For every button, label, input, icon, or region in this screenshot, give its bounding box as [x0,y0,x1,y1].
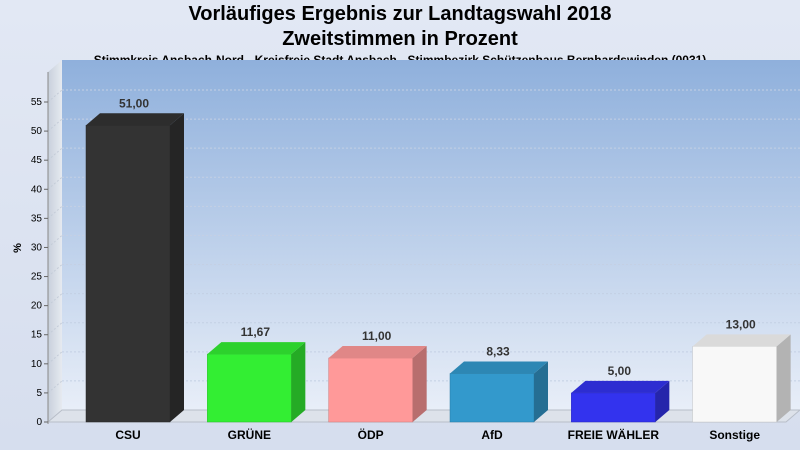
data-label: 13,00 [726,317,756,331]
bar-front [207,353,292,423]
y-tick-label: 5 [36,388,42,399]
bar-side [776,334,791,422]
y-tick-label: 10 [31,359,43,370]
y-tick-label: 0 [36,417,42,428]
bar-front [85,125,171,423]
y-tick-label: 30 [31,242,43,253]
bar-side [534,361,548,422]
x-axis: CSU GRÜNE ÖDP AfD FREIE WÄHLER Sonstige [115,427,760,442]
chart-title-line2: Zweitstimmen in Prozent [282,28,518,50]
bar-side [412,346,427,422]
y-tick-label: 40 [31,184,43,195]
bar-front [449,373,535,423]
bar-top [450,361,548,374]
data-label: 8,33 [486,345,510,359]
y-tick-label: 20 [31,301,43,312]
x-tick-label: ÖDP [358,427,384,442]
bars: 51,00 11,67 11,00 8,33 5,00 13,00 [85,96,791,423]
bar-top [571,380,670,393]
data-label: 11,67 [241,325,271,339]
y-axis: 0 5 10 15 20 25 30 35 40 45 50 55 [31,72,49,428]
bar-sonstige: 13,00 [692,317,791,423]
grid-line-side [47,380,63,394]
y-tick-label: 25 [31,272,43,283]
y-axis-label: % [12,243,24,253]
chart-title-line1: Vorläufiges Ergebnis zur Landtagswahl 20… [188,3,612,25]
bar-top [328,346,427,358]
grid-lines [47,89,800,394]
bar-front [328,357,413,423]
grid-line-side [47,176,63,190]
x-tick-label: GRÜNE [228,427,271,442]
bar-front [692,346,777,423]
bar-side [170,113,184,422]
bar-grüne: 11,67 [207,325,306,423]
x-tick-label: Sonstige [709,428,760,442]
grid-line-side [47,235,63,248]
bar-top [692,334,791,347]
grid-line-side [47,264,63,277]
y-tick-label: 55 [31,97,43,108]
x-tick-label: FREIE WÄHLER [568,427,660,442]
data-label: 5,00 [608,364,632,378]
bar-freie-wähler: 5,00 [571,364,670,423]
grid-line-side [47,147,63,161]
bar-top [86,113,184,126]
bar-top [207,342,306,355]
x-tick-label: AfD [481,428,503,442]
data-label: 11,00 [362,329,392,343]
bar-side [655,380,670,422]
grid-line-side [47,205,63,219]
y-tick-label: 50 [31,126,43,137]
grid-line-side [47,351,63,365]
bar-front [571,392,656,423]
bar-afd: 8,33 [449,345,548,423]
bar-csu: 51,00 [85,96,184,423]
y-tick-label: 35 [31,213,43,224]
grid-line-side [47,293,63,307]
grid-line-side [47,118,63,132]
grid-line-side [47,89,63,103]
x-tick-label: CSU [115,428,140,442]
bar-ödp: 11,00 [328,329,427,423]
bar-side [291,342,306,422]
grid-line-side [47,322,63,336]
y-tick-label: 15 [31,330,43,341]
data-label: 51,00 [119,96,149,110]
y-tick-label: 45 [31,155,43,166]
